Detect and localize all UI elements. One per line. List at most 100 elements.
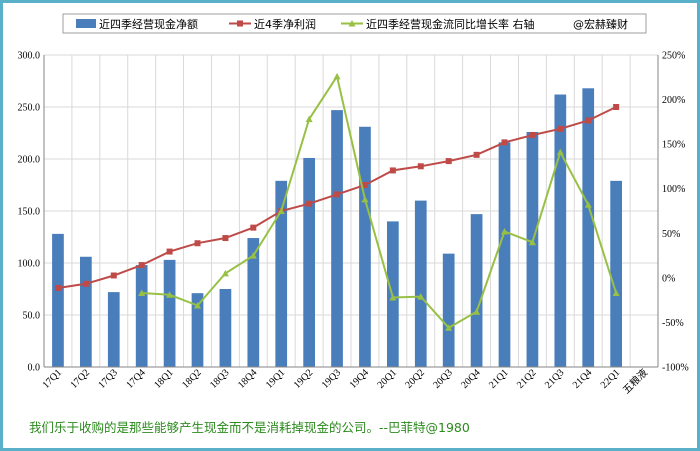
legend-swatch-cash [76, 19, 96, 28]
legend-annotation: @宏赫臻财 [573, 17, 628, 31]
point-cash-growth [166, 291, 174, 298]
point-cash-growth [528, 238, 536, 246]
point-net-profit [501, 139, 508, 146]
point-net-profit [557, 125, 564, 132]
bar-cash-flow [526, 131, 539, 367]
point-cash-growth [221, 269, 229, 277]
legend: 近四季经营现金净额 近4季净利润 近四季经营现金流同比增长率 右轴 @宏赫臻财 [62, 13, 647, 34]
legend-label-growth: 近四季经营现金流同比增长率 右轴 [366, 17, 535, 31]
bar-cash-flow [414, 200, 427, 367]
bar-cash-flow [442, 253, 455, 367]
bar-cash-flow [191, 293, 204, 367]
point-net-profit [334, 191, 341, 198]
right-tick-label: -100% [662, 363, 689, 374]
legend-label-cash: 近四季经营现金净额 [99, 17, 198, 31]
x-tick-label: 18Q2 [180, 367, 204, 391]
left-tick-label: 0.0 [28, 363, 41, 374]
bar-cash-flow [554, 94, 567, 368]
point-net-profit [166, 248, 173, 255]
x-tick-label: 19Q1 [264, 367, 288, 391]
chart: 近四季经营现金净额 近4季净利润 近四季经营现金流同比增长率 右轴 @宏赫臻财 … [18, 13, 689, 397]
point-cash-growth [138, 289, 146, 297]
x-tick-label: 20Q2 [403, 367, 427, 391]
bar-cash-flow [80, 256, 92, 367]
x-tick-label: 17Q4 [124, 367, 148, 391]
left-tick-label: 150.0 [18, 207, 41, 218]
x-tick-label: 17Q2 [68, 367, 92, 391]
x-tick-label: 五粮液 [620, 366, 650, 396]
left-tick-label: 100.0 [18, 259, 41, 270]
point-net-profit [250, 224, 257, 231]
point-net-profit [138, 262, 145, 269]
point-cash-growth [361, 195, 369, 203]
bar-cash-flow [135, 265, 148, 367]
bar-cash-flow [247, 238, 260, 367]
right-tick-label: 100% [662, 184, 685, 195]
point-cash-growth [417, 293, 425, 300]
left-tick-label: 50.0 [23, 311, 41, 322]
x-tick-label: 20Q4 [459, 367, 483, 391]
point-net-profit [585, 117, 592, 124]
right-tick-label: 0% [662, 273, 675, 284]
x-tick-label: 19Q2 [292, 367, 316, 391]
bar-cash-flow [275, 180, 288, 367]
right-tick-label: 150% [662, 140, 685, 151]
bar-cash-flow [219, 289, 232, 367]
point-net-profit [361, 182, 368, 188]
left-tick-label: 250.0 [18, 103, 41, 114]
right-tick-label: -50% [662, 318, 684, 329]
point-net-profit [54, 284, 61, 291]
x-tick-label: 20Q1 [375, 367, 399, 391]
x-tick-label: 21Q2 [515, 367, 539, 391]
point-net-profit [110, 272, 117, 279]
point-cash-growth [473, 308, 481, 315]
right-tick-label: 50% [662, 229, 680, 240]
x-tick-label: 21Q4 [571, 367, 595, 391]
x-tick-label: 22Q1 [599, 367, 623, 391]
point-net-profit [529, 132, 536, 139]
x-tick-label: 18Q1 [152, 367, 176, 391]
point-net-profit [389, 167, 396, 174]
point-net-profit [82, 280, 89, 287]
x-tick-label: 18Q4 [236, 367, 260, 391]
point-net-profit [473, 151, 480, 158]
buffett-quote: 我们乐于收购的是那些能够产生现金而不是消耗掉现金的公司。--巴菲特@1980 [29, 420, 470, 435]
plot-area: 0.0 50.0 100.0 150.0 200.0 250.0 300.0 -100% -50… [18, 51, 689, 397]
x-tick-label: 21Q3 [543, 367, 567, 391]
point-cash-growth [194, 301, 201, 309]
point-cash-growth [333, 72, 341, 80]
point-cash-growth [389, 293, 397, 301]
right-tick-label: 250% [662, 51, 685, 62]
bar-cash-flow [359, 126, 371, 367]
legend-label-profit: 近4季净利润 [254, 17, 316, 31]
point-cash-growth [501, 228, 508, 235]
left-tick-label: 300.0 [18, 51, 41, 62]
bar-cash-flow [582, 88, 595, 367]
bar-cash-flow [163, 259, 176, 367]
x-tick-label: 19Q4 [348, 367, 372, 391]
point-cash-growth [277, 207, 285, 214]
line-cash-growth [141, 73, 618, 330]
point-net-profit [222, 235, 229, 242]
x-tick-label: 17Q3 [96, 367, 120, 391]
bar-cash-flow [52, 233, 64, 367]
point-net-profit [417, 163, 424, 170]
point-cash-growth [249, 252, 257, 259]
legend-marker-growth [348, 20, 356, 27]
point-net-profit [306, 200, 313, 207]
x-tick-label: 20Q3 [431, 367, 455, 391]
point-cash-growth [445, 324, 453, 331]
x-tick-label: 17Q1 [41, 367, 65, 391]
left-tick-label: 200.0 [18, 155, 41, 166]
right-tick-label: 200% [662, 95, 685, 106]
bar-cash-flow [107, 292, 120, 367]
point-cash-growth [305, 115, 313, 123]
point-net-profit [613, 104, 620, 110]
bar-cash-flow [498, 142, 511, 367]
x-tick-label: 19Q3 [320, 367, 344, 391]
point-cash-growth [612, 289, 620, 297]
bar-cash-flow [610, 180, 622, 367]
x-tick-label: 18Q3 [208, 367, 232, 391]
bar-cash-flow [331, 110, 343, 368]
